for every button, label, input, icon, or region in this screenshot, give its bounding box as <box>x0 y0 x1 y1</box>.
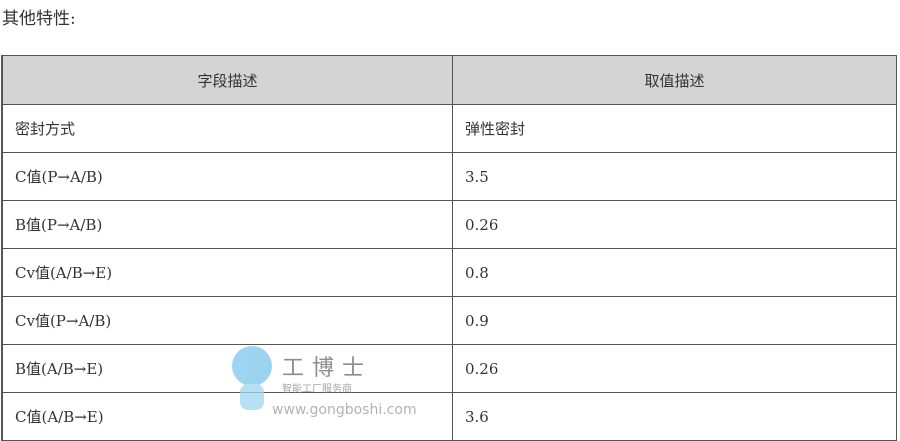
field-cell: B值(A/B→E) <box>1 344 453 393</box>
section-title: 其他特性: <box>2 9 76 29</box>
field-cell: Cv值(A/B→E) <box>1 248 453 297</box>
table-row: C值(P→A/B) 3.5 <box>1 152 897 201</box>
table-row: 密封方式 弹性密封 <box>1 104 897 153</box>
field-cell: C值(P→A/B) <box>1 152 453 201</box>
value-cell: 0.8 <box>452 248 897 297</box>
field-cell: C值(A/B→E) <box>1 392 453 441</box>
field-cell: B值(P→A/B) <box>1 200 453 249</box>
table-row: B值(P→A/B) 0.26 <box>1 200 897 249</box>
properties-table: 字段描述 取值描述 密封方式 弹性密封 C值(P→A/B) 3.5 B值(P→A/B) 0… <box>1 55 897 441</box>
field-cell: Cv值(P→A/B) <box>1 296 453 345</box>
value-cell: 3.5 <box>452 152 897 201</box>
table-body: 密封方式 弹性密封 C值(P→A/B) 3.5 B值(P→A/B) 0.26 Cv值(A/B… <box>1 104 897 441</box>
value-cell: 3.6 <box>452 392 897 441</box>
value-cell: 弹性密封 <box>452 104 897 153</box>
header-field: 字段描述 <box>1 55 453 105</box>
header-value: 取值描述 <box>452 55 897 105</box>
field-cell: 密封方式 <box>1 104 453 153</box>
value-cell: 0.26 <box>452 344 897 393</box>
table-row: Cv值(P→A/B) 0.9 <box>1 296 897 345</box>
table-row: C值(A/B→E) 3.6 <box>1 392 897 441</box>
table-header-row: 字段描述 取值描述 <box>1 55 897 105</box>
table-row: B值(A/B→E) 0.26 <box>1 344 897 393</box>
table-row: Cv值(A/B→E) 0.8 <box>1 248 897 297</box>
value-cell: 0.26 <box>452 200 897 249</box>
value-cell: 0.9 <box>452 296 897 345</box>
